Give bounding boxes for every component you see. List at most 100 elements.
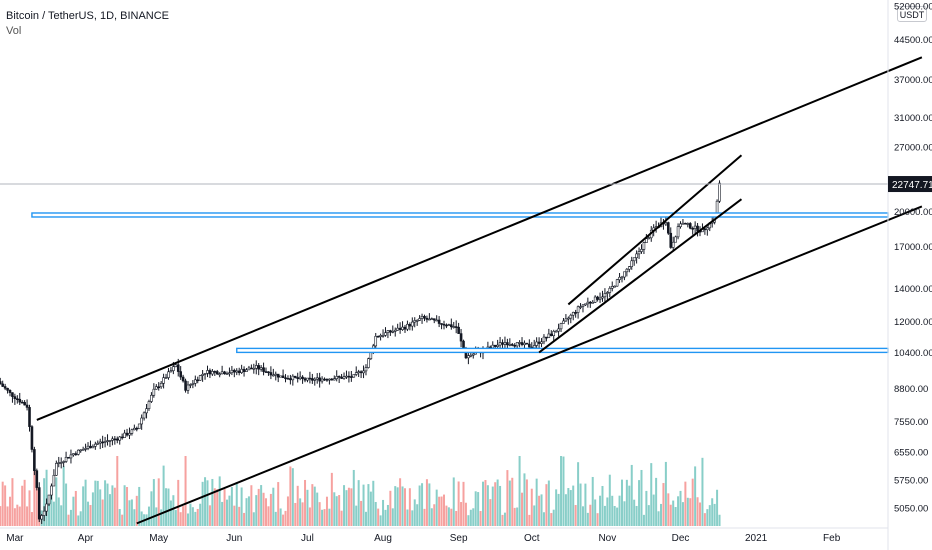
- volume-bar: [547, 480, 550, 526]
- candle-body: [130, 429, 134, 434]
- volume-bar: [540, 494, 543, 526]
- candle-body: [408, 323, 412, 327]
- candle-body: [330, 378, 334, 381]
- wedge-lower-trendline[interactable]: [538, 198, 743, 354]
- candle-body: [91, 446, 95, 449]
- volume-bar: [150, 491, 153, 526]
- volume-bar: [613, 505, 616, 526]
- candle-body: [345, 375, 348, 378]
- volume-bar: [567, 488, 570, 526]
- candle-body: [159, 382, 163, 388]
- volume-bar: [360, 500, 363, 526]
- volume-bar: [1, 481, 4, 526]
- candle-body: [164, 377, 168, 379]
- volume-bar: [560, 456, 563, 526]
- volume-bar: [411, 510, 414, 526]
- volume-bar: [330, 472, 333, 526]
- volume-bar: [311, 484, 314, 526]
- currency-badge[interactable]: USDT: [897, 6, 927, 22]
- candle-body: [347, 375, 351, 378]
- volume-bar: [84, 479, 87, 526]
- volume-bar: [291, 468, 294, 526]
- volume-bar: [594, 499, 597, 526]
- horizontal-levels[interactable]: [31, 212, 889, 354]
- volume-bar: [118, 509, 121, 526]
- candle-body: [425, 317, 429, 320]
- trendlines[interactable]: [36, 56, 923, 525]
- candle-body: [559, 323, 563, 330]
- volume-bar: [555, 489, 558, 526]
- time-axis[interactable]: Mar Apr May Jun Jul Aug Sep Oct Nov Dec 2021 Feb: [6, 533, 840, 544]
- volume-bar: [711, 498, 714, 526]
- volume-bar: [647, 505, 650, 526]
- candle-body: [669, 232, 673, 248]
- volume-bar: [106, 483, 109, 526]
- price-axis[interactable]: 52000.00 44500.00 37000.00 31000.00 27000.00…: [894, 2, 932, 515]
- volume-bar: [716, 489, 719, 526]
- candle-body: [13, 396, 17, 399]
- volume-bar: [13, 508, 16, 526]
- upper-channel-trendline[interactable]: [36, 56, 923, 421]
- volume-bar: [518, 456, 521, 526]
- candle-body: [403, 326, 407, 330]
- volume-bar: [620, 479, 623, 526]
- candle-body: [528, 343, 531, 348]
- volume-bar: [408, 488, 411, 526]
- candle-body: [642, 242, 646, 250]
- volume-bar: [474, 491, 477, 526]
- volume-bar: [494, 482, 497, 526]
- volume-bar: [82, 486, 85, 526]
- volume-bar: [221, 501, 224, 526]
- volume-bar: [355, 505, 358, 526]
- volume-bar: [364, 511, 367, 526]
- volume-bar: [574, 505, 577, 526]
- volume-bar: [135, 495, 138, 526]
- candle-body: [74, 453, 78, 455]
- candle-body: [596, 296, 599, 300]
- candle-body: [367, 358, 370, 368]
- resistance-20000-band[interactable]: [31, 212, 889, 218]
- lower-channel-trendline[interactable]: [136, 205, 923, 525]
- volume-bar: [455, 510, 458, 526]
- candle-body: [430, 318, 434, 320]
- candle-body: [201, 373, 204, 376]
- price-tick-label: 37000.00: [894, 75, 932, 86]
- volume-bar: [662, 483, 665, 526]
- candle-body: [198, 375, 202, 381]
- volume-bar: [50, 487, 53, 526]
- volume-bar: [316, 492, 319, 526]
- candle-body: [362, 370, 365, 374]
- candle-body: [411, 321, 414, 327]
- candle-body: [220, 371, 224, 375]
- wedge-upper-trendline[interactable]: [567, 154, 743, 306]
- candle-body: [293, 375, 297, 378]
- volume-bar: [204, 477, 207, 526]
- candle-body: [340, 376, 343, 379]
- candle-body: [332, 378, 336, 381]
- candle-body: [37, 487, 41, 520]
- candle-body: [30, 426, 34, 450]
- volume-indicator-label[interactable]: Vol: [6, 25, 22, 37]
- candle-body: [696, 225, 699, 232]
- candle-body: [103, 441, 107, 443]
- volume-bar: [469, 509, 472, 526]
- candle-body: [396, 327, 399, 331]
- candle-body: [40, 515, 43, 520]
- candlesticks: [0, 180, 721, 524]
- candle-body: [391, 331, 395, 333]
- volume-bar: [696, 497, 699, 526]
- candle-body: [718, 182, 721, 202]
- volume-bar: [606, 497, 609, 526]
- volume-bar: [55, 477, 58, 526]
- volume-bar: [372, 480, 375, 526]
- candle-body: [128, 433, 131, 436]
- volume-bar: [440, 496, 443, 526]
- volume-bar: [433, 504, 436, 526]
- volume-bar: [308, 507, 311, 526]
- candle-body: [676, 226, 680, 238]
- volume-bar: [169, 500, 172, 526]
- candle-body: [257, 365, 260, 370]
- candle-body: [674, 236, 677, 243]
- candle-body: [172, 366, 175, 371]
